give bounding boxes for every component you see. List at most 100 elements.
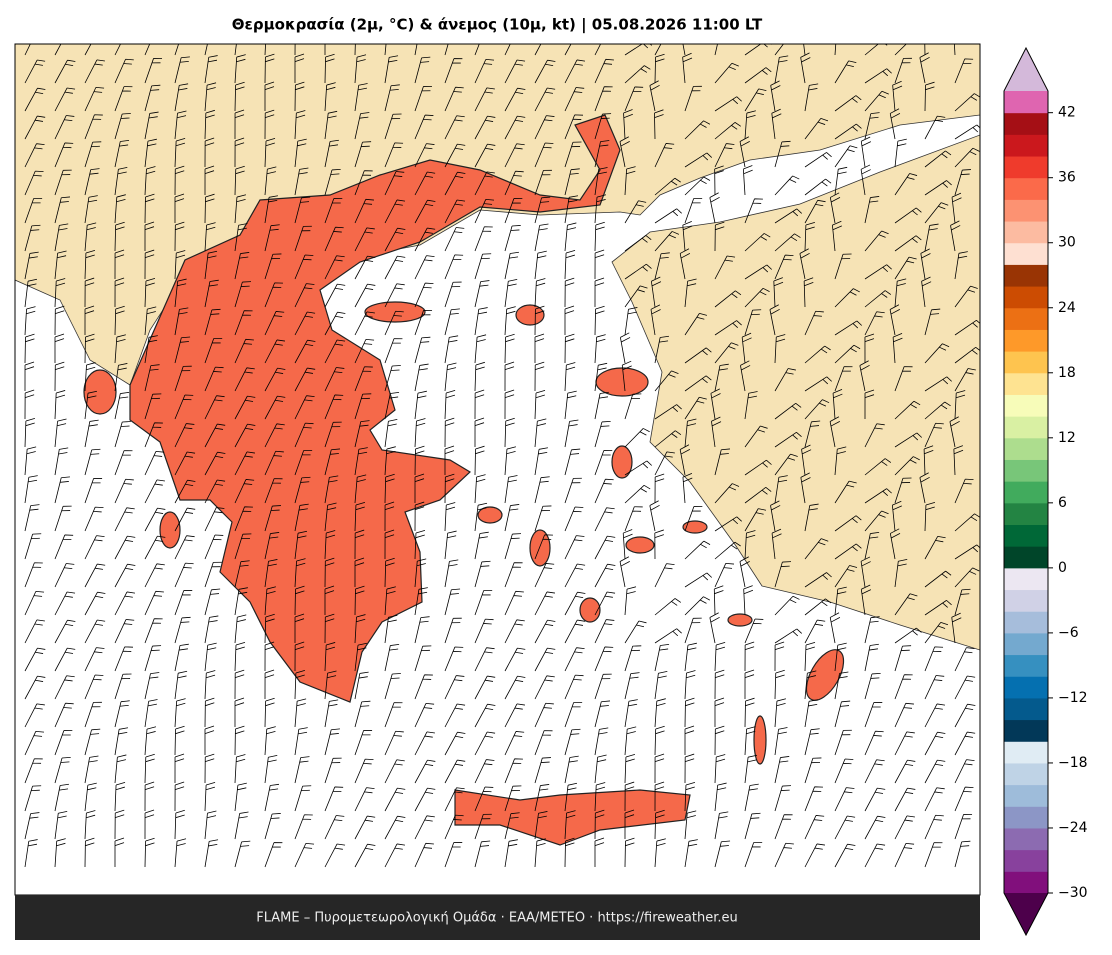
colorbar-tick-label: −24 <box>1058 820 1088 836</box>
colorbar-tick-label: −12 <box>1058 690 1088 706</box>
colorbar-segment <box>1004 91 1048 114</box>
wind-barb <box>564 250 576 280</box>
wind-barb <box>894 278 907 308</box>
wind-barb <box>294 613 305 644</box>
wind-barb <box>714 221 725 252</box>
wind-barb <box>804 503 819 532</box>
colorbar-segment <box>1004 242 1048 265</box>
wind-barb <box>324 757 342 784</box>
wind-barb <box>204 193 215 224</box>
wind-barb <box>114 563 136 588</box>
wind-barb <box>144 335 158 364</box>
wind-barb <box>564 728 581 756</box>
wind-barb <box>474 786 494 812</box>
wind-barb <box>714 122 741 140</box>
wind-barb <box>84 390 98 420</box>
wind-barb <box>144 726 157 756</box>
wind-barb <box>829 192 841 224</box>
wind-barb <box>414 703 435 728</box>
wind-barb <box>954 675 976 700</box>
wind-barb <box>234 782 247 812</box>
wind-barb <box>684 839 698 868</box>
wind-barb <box>654 781 665 812</box>
wind-barb <box>744 198 763 224</box>
wind-barb <box>24 647 46 672</box>
colorbar-tick-label: −30 <box>1058 885 1088 901</box>
wind-barb <box>474 115 496 140</box>
wind-barb <box>114 700 130 728</box>
wind-barb <box>294 311 316 336</box>
wind-barb <box>564 195 579 224</box>
wind-barb <box>84 837 95 868</box>
wind-barb <box>234 840 251 868</box>
colorbar-segment <box>1004 156 1048 179</box>
wind-barb <box>564 782 578 812</box>
wind-barb <box>474 58 495 84</box>
wind-barb <box>414 529 426 560</box>
colorbar-segment <box>1004 351 1048 374</box>
wind-barb <box>144 364 160 392</box>
colorbar-tick-label: 0 <box>1058 560 1067 576</box>
wind-barb <box>803 277 814 308</box>
wind-barb <box>54 196 71 224</box>
wind-barb <box>144 393 162 420</box>
wind-barb <box>834 253 852 280</box>
land-north <box>15 44 980 386</box>
wind-barb <box>384 673 401 700</box>
wind-barb <box>504 504 520 532</box>
wind-barb <box>114 421 131 448</box>
colorbar-tick-label: −18 <box>1058 755 1088 771</box>
wind-barb <box>324 530 336 560</box>
wind-barb <box>474 226 493 252</box>
island <box>159 511 181 549</box>
wind-barb <box>234 506 253 532</box>
wind-barb <box>804 399 830 420</box>
wind-barb <box>174 44 180 56</box>
wind-barb <box>864 616 880 644</box>
wind-barb <box>684 540 711 560</box>
wind-barb <box>654 370 679 392</box>
colorbar-segment <box>1004 481 1048 504</box>
colorbar-tick-label: 24 <box>1058 300 1076 316</box>
wind-barb <box>324 255 345 280</box>
wind-barb <box>534 389 546 420</box>
wind-barb <box>654 451 675 476</box>
wind-barb <box>384 702 403 728</box>
wind-barb <box>953 445 964 476</box>
wind-barb <box>714 516 742 532</box>
wind-barb <box>534 534 553 560</box>
wind-barb <box>234 479 255 504</box>
wind-barb <box>594 782 606 812</box>
wind-barb <box>924 81 935 112</box>
colorbar-segment <box>1004 134 1048 157</box>
wind-barb <box>144 84 161 112</box>
wind-barb <box>864 264 892 280</box>
wind-barb <box>294 641 305 672</box>
wind-barb <box>564 755 579 784</box>
wind-barb <box>264 423 285 448</box>
wind-barb <box>594 391 609 420</box>
wind-barb <box>834 843 856 868</box>
wind-barb <box>84 44 92 56</box>
wind-barb <box>919 472 930 504</box>
wind-barb <box>504 703 526 728</box>
wind-barb <box>624 726 637 756</box>
wind-barb <box>84 277 95 308</box>
wind-barb <box>384 843 406 868</box>
wind-barb <box>803 44 806 56</box>
wind-barb <box>739 556 750 588</box>
wind-barb <box>204 279 219 308</box>
wind-barb <box>384 171 405 196</box>
wind-barb <box>444 646 464 672</box>
wind-barb <box>174 250 186 280</box>
wind-barb <box>954 814 973 840</box>
wind-barb <box>894 138 907 168</box>
wind-barb <box>684 506 703 532</box>
wind-barb <box>114 478 134 504</box>
wind-barb <box>84 222 97 252</box>
wind-barb <box>444 502 456 532</box>
wind-barb <box>24 504 40 532</box>
wind-barb <box>354 730 373 756</box>
wind-barb <box>354 54 367 84</box>
wind-barb <box>354 700 371 728</box>
